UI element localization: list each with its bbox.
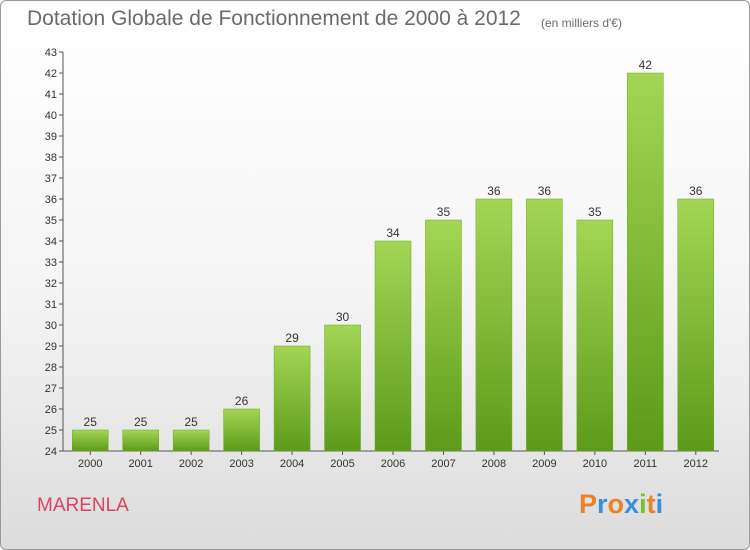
y-tick-label: 27 bbox=[45, 383, 57, 395]
y-tick-label: 37 bbox=[45, 173, 57, 185]
y-tick-label: 24 bbox=[45, 446, 57, 458]
x-tick-label: 2003 bbox=[229, 458, 253, 470]
y-tick-label: 33 bbox=[45, 257, 57, 269]
y-tick-label: 25 bbox=[45, 425, 57, 437]
bar-value-label: 35 bbox=[588, 205, 602, 219]
bar-value-label: 25 bbox=[134, 415, 148, 429]
bar-2007 bbox=[425, 219, 462, 452]
bar-2008 bbox=[475, 198, 513, 452]
y-tick-label: 34 bbox=[45, 236, 57, 248]
y-tick-label: 42 bbox=[45, 68, 57, 80]
bar-2001 bbox=[122, 429, 159, 452]
bar-2004 bbox=[273, 345, 311, 452]
y-tick-label: 38 bbox=[45, 152, 57, 164]
proxiti-logo: Proxiti bbox=[579, 489, 664, 519]
y-tick-label: 28 bbox=[45, 362, 57, 374]
commune-name: MARENLA bbox=[37, 495, 129, 516]
chart-bars bbox=[71, 72, 715, 452]
x-tick-label: 2006 bbox=[381, 458, 405, 470]
bar-2002 bbox=[172, 429, 210, 452]
bar-value-label: 29 bbox=[285, 331, 299, 345]
y-tick-label: 39 bbox=[45, 131, 57, 143]
y-tick-label: 36 bbox=[45, 194, 57, 206]
bar-value-label: 26 bbox=[235, 394, 249, 408]
bar-value-label: 36 bbox=[538, 184, 552, 198]
x-tick-label: 2005 bbox=[330, 458, 354, 470]
bar-2009 bbox=[526, 198, 563, 452]
chart-title: Dotation Globale de Fonctionnement de 20… bbox=[27, 7, 521, 30]
y-tick-label: 30 bbox=[45, 320, 57, 332]
bar-value-label: 35 bbox=[437, 205, 451, 219]
x-tick-label: 2002 bbox=[179, 458, 203, 470]
bar-value-label: 36 bbox=[487, 184, 501, 198]
x-tick-label: 2004 bbox=[280, 458, 304, 470]
y-tick-label: 35 bbox=[45, 215, 57, 227]
bar-value-label: 36 bbox=[689, 184, 703, 198]
x-tick-label: 2012 bbox=[684, 458, 708, 470]
x-tick-label: 2008 bbox=[482, 458, 506, 470]
bar-2010 bbox=[576, 219, 614, 452]
y-tick-label: 43 bbox=[45, 47, 57, 59]
y-tick-label: 31 bbox=[45, 299, 57, 311]
bar-value-label: 30 bbox=[336, 310, 350, 324]
chart-labels: 25 25 25 26 29 30 34 35 36 36 35 42 36 bbox=[84, 58, 703, 429]
x-tick-label: 2011 bbox=[633, 458, 657, 470]
bar-2005 bbox=[324, 324, 361, 452]
bar-2003 bbox=[223, 408, 260, 452]
bar-value-label: 34 bbox=[386, 226, 400, 240]
bar-2006 bbox=[374, 240, 412, 452]
x-tick-label: 2000 bbox=[78, 458, 102, 470]
bar-value-label: 25 bbox=[184, 415, 198, 429]
bar-2011 bbox=[627, 72, 664, 452]
y-tick-label: 40 bbox=[45, 110, 57, 122]
bar-2012 bbox=[677, 198, 715, 452]
y-tick-label: 41 bbox=[45, 89, 57, 101]
x-tick-label: 2007 bbox=[431, 458, 455, 470]
y-tick-label: 29 bbox=[45, 341, 57, 353]
bar-2000 bbox=[71, 429, 109, 452]
y-tick-label: 26 bbox=[45, 404, 57, 416]
y-tick-label: 32 bbox=[45, 278, 57, 290]
x-tick-label: 2009 bbox=[532, 458, 556, 470]
x-tick-label: 2001 bbox=[128, 458, 152, 470]
bar-value-label: 25 bbox=[84, 415, 98, 429]
x-tick-label: 2010 bbox=[583, 458, 607, 470]
chart-subtitle: (en milliers d'€) bbox=[541, 16, 622, 30]
bar-value-label: 42 bbox=[639, 58, 653, 72]
